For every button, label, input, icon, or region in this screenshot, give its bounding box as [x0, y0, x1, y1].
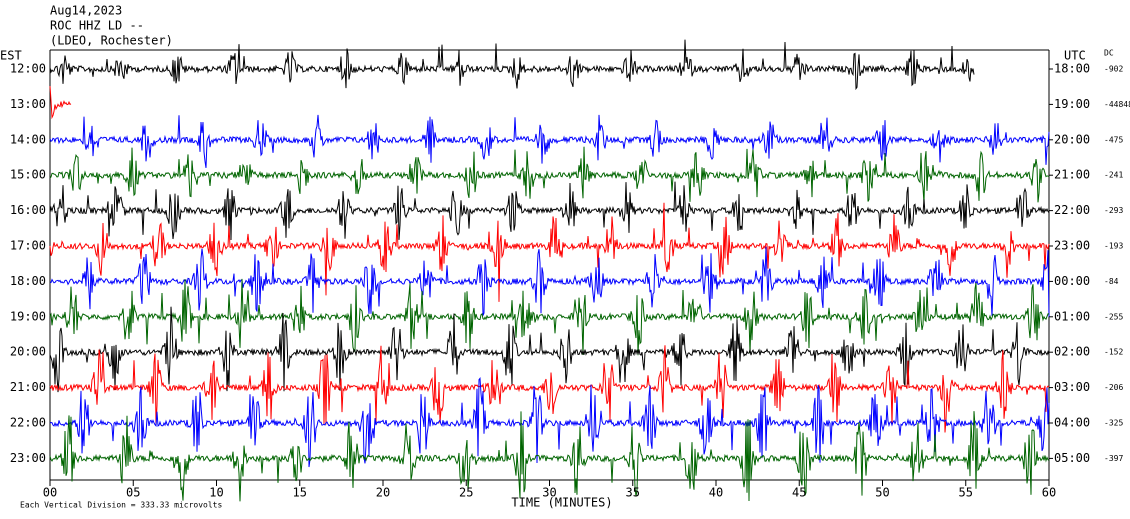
x-tick-label: 00 [43, 486, 57, 500]
utc-label: 03:00 [1054, 380, 1090, 394]
dc-value: -152 [1104, 348, 1123, 357]
est-label: 19:00 [10, 309, 46, 323]
dc-value: -325 [1104, 419, 1123, 428]
utc-label: 01:00 [1054, 309, 1090, 323]
trace [49, 246, 1050, 318]
trace [49, 146, 1050, 204]
x-tick-label: 60 [1042, 486, 1056, 500]
est-label: 18:00 [10, 274, 46, 288]
trace [49, 202, 1050, 302]
est-label: 20:00 [10, 345, 46, 359]
trace [49, 114, 1050, 168]
est-label: 23:00 [10, 451, 46, 465]
x-tick-label: 55 [959, 486, 973, 500]
utc-label: 05:00 [1054, 451, 1090, 465]
utc-label: 18:00 [1054, 62, 1090, 76]
est-label: 22:00 [10, 416, 46, 430]
dc-value: -84 [1104, 277, 1119, 286]
est-label: 16:00 [10, 203, 46, 217]
footer: Each Vertical Division = 333.33 microvol… [20, 501, 222, 510]
trace [49, 345, 1050, 433]
x-label: TIME (MINUTES) [511, 496, 612, 510]
traces [49, 39, 1050, 502]
trace [49, 278, 1050, 356]
x-tick-label: 10 [209, 486, 223, 500]
utc-label: 23:00 [1054, 239, 1090, 253]
title-line: (LDEO, Rochester) [50, 34, 173, 48]
x-tick-label: 25 [459, 486, 473, 500]
dc-value: -206 [1104, 383, 1123, 392]
title-line: Aug14,2023 [50, 4, 122, 18]
dc-value: -448482 [1104, 100, 1130, 109]
dc-value: -241 [1104, 171, 1123, 180]
x-tick-label: 05 [126, 486, 140, 500]
dc-value: -475 [1104, 135, 1123, 144]
x-tick-label: 35 [626, 486, 640, 500]
x-tick-label: 40 [709, 486, 723, 500]
est-label: 13:00 [10, 97, 46, 111]
est-label: 14:00 [10, 132, 46, 146]
utc-label: 21:00 [1054, 168, 1090, 182]
trace [49, 377, 1050, 468]
title-line: ROC HHZ LD -- [50, 19, 144, 33]
x-tick-label: 20 [376, 486, 390, 500]
utc-label: 22:00 [1054, 203, 1090, 217]
utc-label: 00:00 [1054, 274, 1090, 288]
trace [49, 411, 1050, 502]
x-tick-label: 45 [792, 486, 806, 500]
est-label: 17:00 [10, 239, 46, 253]
est-label: 12:00 [10, 62, 46, 76]
trace [49, 86, 72, 120]
utc-label: 02:00 [1054, 345, 1090, 359]
x-tick-label: 30 [542, 486, 556, 500]
left-label: EST [0, 49, 22, 63]
utc-label: 20:00 [1054, 132, 1090, 146]
trace [49, 181, 1050, 241]
trace [49, 39, 975, 91]
utc-label: 04:00 [1054, 416, 1090, 430]
trace [49, 306, 1050, 393]
est-label: 15:00 [10, 168, 46, 182]
dc-value: -293 [1104, 206, 1123, 215]
utc-label: 19:00 [1054, 97, 1090, 111]
dc-value: -902 [1104, 65, 1123, 74]
est-label: 21:00 [10, 380, 46, 394]
x-tick-label: 50 [875, 486, 889, 500]
right-label: UTC [1064, 49, 1086, 63]
x-tick-label: 15 [293, 486, 307, 500]
dc-label: DC [1104, 49, 1114, 58]
dc-value: -255 [1104, 312, 1123, 321]
dc-value: -397 [1104, 454, 1123, 463]
dc-value: -193 [1104, 242, 1123, 251]
